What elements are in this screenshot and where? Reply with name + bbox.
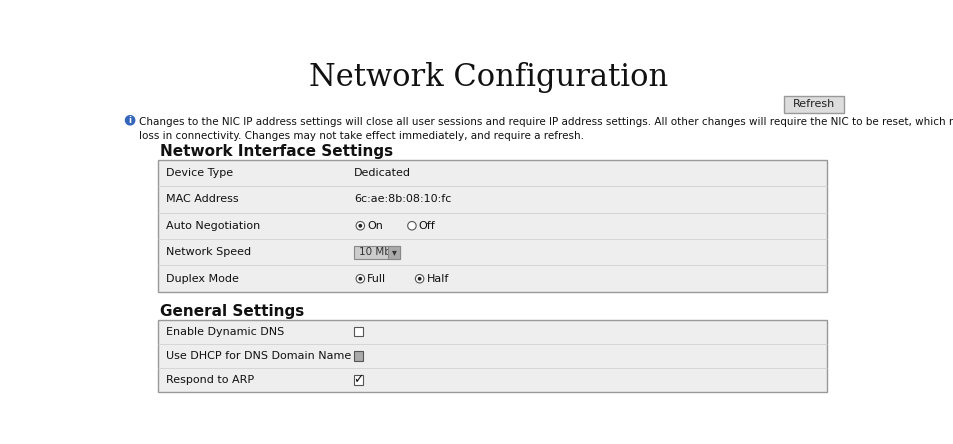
- Circle shape: [355, 274, 364, 283]
- Text: Off: Off: [418, 221, 436, 231]
- Text: Auto Negotiation: Auto Negotiation: [166, 221, 259, 231]
- Text: On: On: [367, 221, 383, 231]
- Text: Respond to ARP: Respond to ARP: [166, 375, 253, 385]
- Text: Changes to the NIC IP address settings will close all user sessions and require : Changes to the NIC IP address settings w…: [138, 117, 953, 141]
- FancyBboxPatch shape: [157, 320, 826, 392]
- Text: Device Type: Device Type: [166, 168, 233, 178]
- Text: Duplex Mode: Duplex Mode: [166, 274, 238, 284]
- Text: MAC Address: MAC Address: [166, 194, 238, 204]
- FancyBboxPatch shape: [354, 375, 363, 385]
- FancyBboxPatch shape: [354, 246, 400, 259]
- FancyBboxPatch shape: [157, 159, 826, 292]
- Text: Refresh: Refresh: [792, 99, 834, 109]
- Text: i: i: [129, 116, 132, 125]
- Text: ▾: ▾: [392, 247, 396, 257]
- Circle shape: [358, 277, 362, 281]
- Text: 6c:ae:8b:08:10:fc: 6c:ae:8b:08:10:fc: [354, 194, 451, 204]
- FancyBboxPatch shape: [388, 246, 400, 259]
- Circle shape: [407, 222, 416, 230]
- Text: Network Interface Settings: Network Interface Settings: [160, 144, 393, 159]
- FancyBboxPatch shape: [354, 351, 363, 361]
- FancyBboxPatch shape: [783, 95, 843, 113]
- Text: Network Speed: Network Speed: [166, 247, 251, 257]
- FancyBboxPatch shape: [354, 327, 363, 337]
- Text: ✓: ✓: [354, 373, 364, 387]
- Circle shape: [126, 115, 134, 125]
- Text: Half: Half: [426, 274, 449, 284]
- Circle shape: [417, 277, 421, 281]
- Text: General Settings: General Settings: [160, 304, 304, 318]
- Circle shape: [415, 274, 423, 283]
- Text: Enable Dynamic DNS: Enable Dynamic DNS: [166, 327, 283, 337]
- Text: Dedicated: Dedicated: [354, 168, 411, 178]
- Text: 10 Mb: 10 Mb: [358, 247, 391, 257]
- Text: Full: Full: [367, 274, 386, 284]
- Circle shape: [355, 222, 364, 230]
- Text: Network Configuration: Network Configuration: [309, 63, 668, 93]
- Text: Use DHCP for DNS Domain Name: Use DHCP for DNS Domain Name: [166, 351, 351, 361]
- Circle shape: [358, 224, 362, 228]
